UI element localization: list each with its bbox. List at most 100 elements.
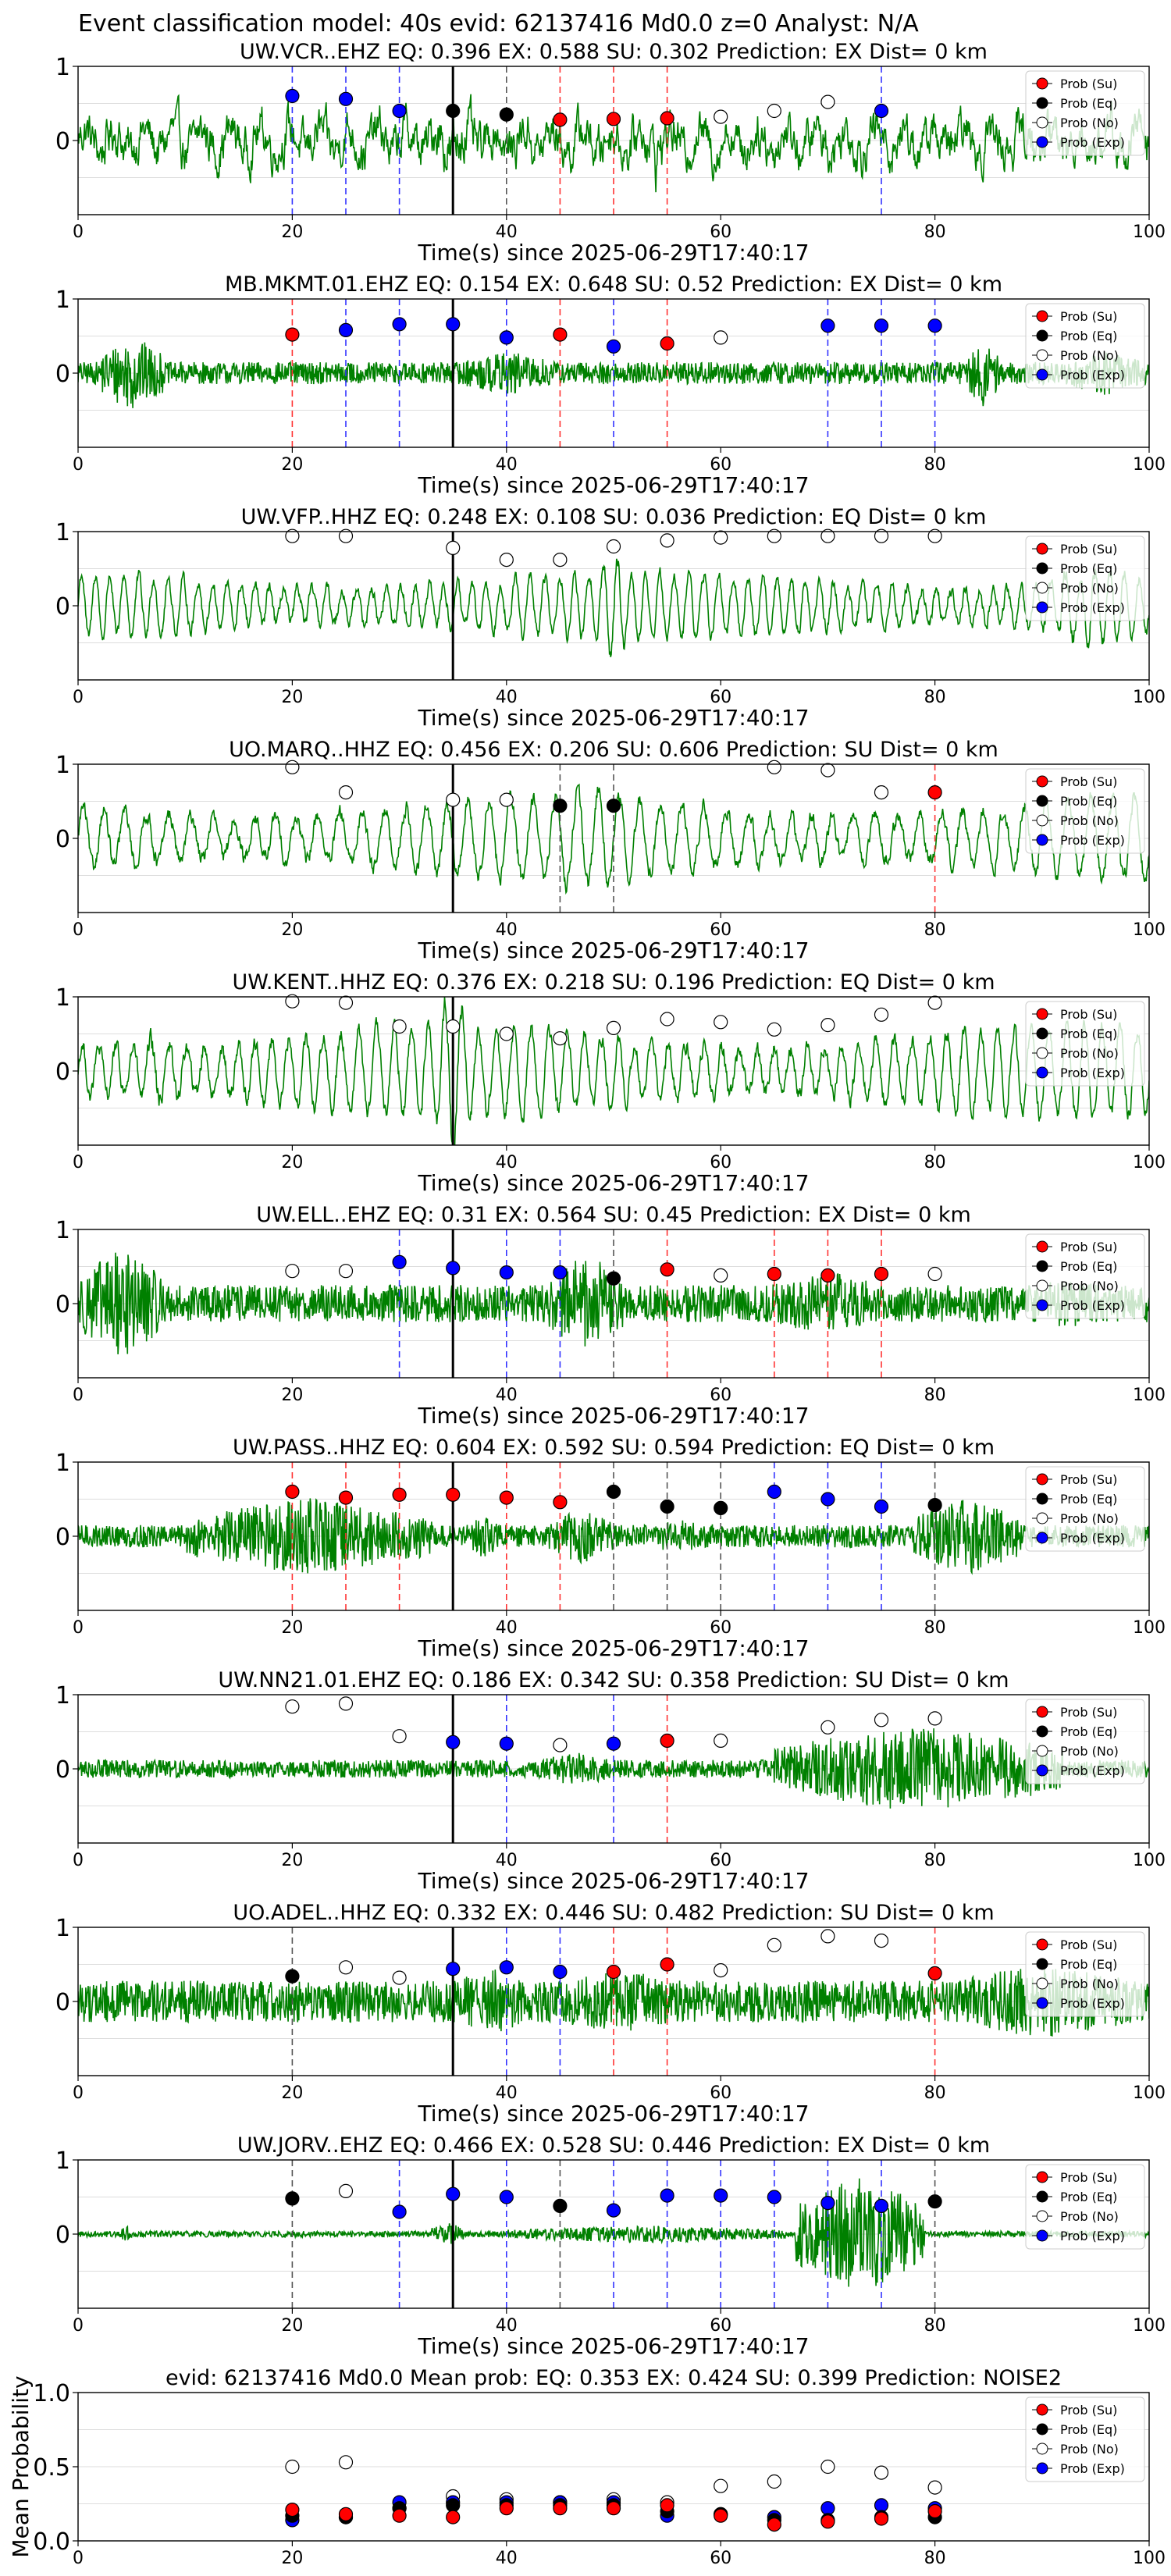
legend-label-su: Prob (Su) xyxy=(1060,1705,1117,1720)
prob-dot-exp xyxy=(874,103,889,119)
prob-dot-su xyxy=(553,327,568,342)
x-axis-label: Time(s) since 2025-06-29T17:40:17 xyxy=(417,2101,809,2126)
prob-dot-eq xyxy=(285,1969,300,1984)
panel-title: UW.PASS..HHZ EQ: 0.604 EX: 0.592 SU: 0.5… xyxy=(233,1436,995,1460)
legend-swatch-eq xyxy=(1036,1260,1048,1272)
legend-label-no: Prob (No) xyxy=(1060,1976,1119,1991)
legend-swatch-exp xyxy=(1036,1532,1048,1544)
legend-label-exp: Prob (Exp) xyxy=(1060,1531,1125,1546)
prob-dot-no xyxy=(660,533,674,548)
prob-dot-su xyxy=(553,112,568,127)
legend-label-eq: Prob (Eq) xyxy=(1060,2190,1117,2204)
y-tick-label: 0 xyxy=(55,1989,70,2016)
legend-box xyxy=(1025,1233,1145,1319)
legend-label-su: Prob (Su) xyxy=(1060,1007,1117,1022)
x-tick-label: 60 xyxy=(710,222,731,242)
y-tick-label: 1 xyxy=(55,752,70,779)
legend-label-su: Prob (Su) xyxy=(1060,774,1117,789)
prob-dot-su xyxy=(927,1966,942,1980)
prob-dot-su xyxy=(660,1733,674,1748)
x-tick-label: 80 xyxy=(924,1618,946,1638)
prob-dot-no xyxy=(874,528,889,543)
x-tick-label: 80 xyxy=(924,2316,946,2336)
prob-dot-su xyxy=(553,1495,568,1510)
prob-dot-no xyxy=(820,528,835,543)
legend-box xyxy=(1025,1001,1145,1087)
legend: Prob (Su) Prob (Eq) Prob (No) Prob (Exp) xyxy=(1025,70,1145,156)
prob-dot-exp xyxy=(606,339,621,354)
legend-label-su: Prob (Su) xyxy=(1060,542,1117,557)
prob-dot-su xyxy=(285,2503,300,2517)
legend-label-exp: Prob (Exp) xyxy=(1060,600,1125,615)
prob-dot-no xyxy=(499,552,514,568)
legend-label-su: Prob (Su) xyxy=(1060,2170,1117,2185)
panel-title: UO.ADEL..HHZ EQ: 0.332 EX: 0.446 SU: 0.4… xyxy=(233,1901,994,1925)
prob-dot-su xyxy=(660,2498,674,2513)
prob-dot-exp xyxy=(874,318,889,333)
prob-dot-no xyxy=(285,528,300,543)
y-tick-label: 0 xyxy=(55,593,70,621)
prob-dot-exp xyxy=(820,2501,835,2516)
legend-box xyxy=(1025,1699,1145,1784)
x-tick-label: 0 xyxy=(73,455,84,475)
prob-dot-su xyxy=(820,2514,835,2529)
prob-dot-no xyxy=(285,760,300,774)
x-tick-label: 20 xyxy=(281,2316,303,2336)
prob-dot-no xyxy=(714,1015,728,1030)
prob-dot-no xyxy=(927,995,942,1010)
prob-dot-no xyxy=(553,1738,568,1752)
prob-dot-su xyxy=(714,2508,728,2523)
prob-dot-no xyxy=(820,1929,835,1944)
prob-dot-exp xyxy=(606,1736,621,1751)
prob-dot-su xyxy=(392,1487,407,1502)
prob-dot-eq xyxy=(553,2198,568,2213)
prob-dot-eq xyxy=(499,107,514,122)
prob-dot-exp xyxy=(392,2204,407,2219)
x-tick-label: 20 xyxy=(281,1153,303,1172)
panel-4: UW.KENT..HHZ EQ: 0.376 EX: 0.218 SU: 0.1… xyxy=(55,970,1166,1196)
legend-label-no: Prob (No) xyxy=(1060,1279,1119,1293)
legend-label-su: Prob (Su) xyxy=(1060,309,1117,324)
legend-swatch-exp xyxy=(1036,1299,1048,1311)
y-tick-label: 1 xyxy=(55,519,70,546)
x-axis-label: Time(s) since 2025-06-29T17:40:17 xyxy=(417,1635,809,1661)
prob-dot-su xyxy=(606,1964,621,1980)
legend-label-eq: Prob (Eq) xyxy=(1060,1957,1117,1972)
legend: Prob (Su) Prob (Eq) Prob (No) Prob (Exp) xyxy=(1025,535,1145,621)
legend-label-eq: Prob (Eq) xyxy=(1060,1026,1117,1041)
prob-dot-no xyxy=(446,1019,461,1034)
prob-dot-no xyxy=(874,1007,889,1022)
legend-label-eq: Prob (Eq) xyxy=(1060,1492,1117,1507)
panel-title: UW.JORV..EHZ EQ: 0.466 EX: 0.528 SU: 0.4… xyxy=(237,2133,990,2158)
prob-dot-no xyxy=(714,2478,728,2493)
legend-swatch-exp xyxy=(1036,2229,1048,2242)
prob-dot-eq xyxy=(606,1271,621,1286)
x-tick-label: 40 xyxy=(496,1153,518,1172)
prob-dot-su xyxy=(499,2501,514,2516)
prob-dot-no xyxy=(927,528,942,543)
prob-dot-no xyxy=(767,1937,781,1952)
prob-dot-su xyxy=(927,2503,942,2519)
prob-dot-su xyxy=(660,111,674,126)
y-tick-label: 0 xyxy=(55,826,70,853)
legend-swatch-eq xyxy=(1036,97,1048,109)
legend-label-eq: Prob (Eq) xyxy=(1060,96,1117,111)
legend-swatch-eq xyxy=(1036,2423,1048,2435)
y-tick-label: 0 xyxy=(55,128,70,155)
x-tick-label: 40 xyxy=(496,688,518,707)
y-tick-label: 1 xyxy=(55,1915,70,1942)
legend-label-eq: Prob (Eq) xyxy=(1060,329,1117,343)
legend-box xyxy=(1025,303,1145,389)
legend-label-eq: Prob (Eq) xyxy=(1060,1259,1117,1274)
panel-1: MB.MKMT.01.EHZ EQ: 0.154 EX: 0.648 SU: 0… xyxy=(55,272,1166,498)
x-tick-label: 80 xyxy=(924,920,946,940)
legend-swatch-no xyxy=(1036,582,1048,594)
prob-dot-eq xyxy=(927,2194,942,2209)
legend-swatch-eq xyxy=(1036,2190,1048,2203)
prob-dot-exp xyxy=(767,1484,781,1500)
prob-dot-no xyxy=(767,1022,781,1037)
legend-box xyxy=(1025,2396,1145,2482)
legend-swatch-su xyxy=(1036,775,1048,788)
legend-label-eq: Prob (Eq) xyxy=(1060,2422,1117,2437)
y-tick-label: 1 xyxy=(55,1682,70,1710)
